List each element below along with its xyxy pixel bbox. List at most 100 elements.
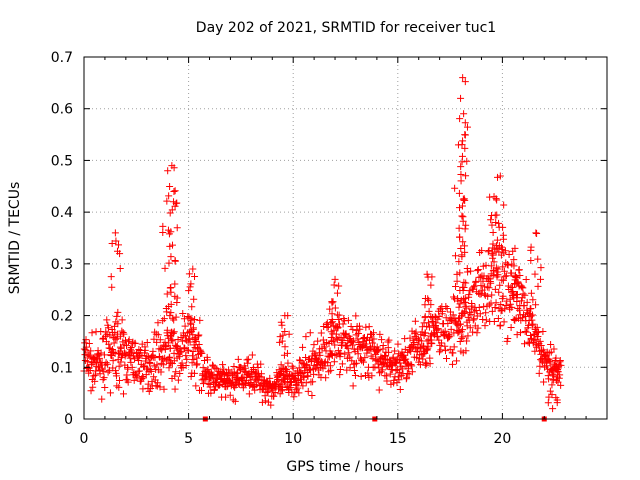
data-point <box>370 335 378 343</box>
data-point <box>488 291 496 299</box>
data-point <box>456 337 464 345</box>
data-point <box>428 340 436 348</box>
data-point <box>317 329 325 337</box>
data-point <box>280 351 288 359</box>
data-point <box>352 359 360 367</box>
data-point <box>171 202 179 210</box>
data-point <box>166 209 174 217</box>
data-point <box>521 291 529 299</box>
data-point <box>502 301 510 309</box>
data-point <box>181 322 189 330</box>
data-point <box>552 394 560 402</box>
data-point <box>492 195 500 203</box>
data-point <box>449 349 457 357</box>
data-point <box>546 359 554 367</box>
data-point <box>173 298 181 306</box>
data-point <box>522 275 530 283</box>
data-point <box>489 254 497 262</box>
data-point <box>131 339 139 347</box>
data-point <box>329 318 337 326</box>
data-point <box>192 382 200 390</box>
data-point <box>271 388 279 396</box>
data-point <box>196 316 204 324</box>
data-point <box>124 378 132 386</box>
data-point <box>290 393 298 401</box>
data-point <box>359 335 367 343</box>
data-point <box>372 356 380 364</box>
data-point <box>457 244 465 252</box>
data-point <box>461 248 469 256</box>
data-point <box>97 328 105 336</box>
data-point <box>529 296 537 304</box>
data-point <box>154 319 162 327</box>
data-point <box>362 323 370 331</box>
data-point <box>457 163 465 171</box>
data-point <box>351 360 359 368</box>
data-point <box>527 305 535 313</box>
data-point <box>197 386 205 394</box>
data-point <box>441 327 449 335</box>
data-point <box>502 272 510 280</box>
data-point <box>457 177 465 185</box>
data-point <box>386 370 394 378</box>
data-point <box>98 395 106 403</box>
data-point <box>336 353 344 361</box>
data-point <box>458 334 466 342</box>
y-axis-ticks: 0 0.1 0.2 0.3 0.4 0.5 0.6 0.7 <box>51 50 607 428</box>
data-point <box>278 321 286 329</box>
data-point <box>374 347 382 355</box>
data-point <box>246 382 254 390</box>
data-point <box>159 361 167 369</box>
data-point <box>451 252 459 260</box>
data-point <box>462 221 470 229</box>
data-point <box>114 320 122 328</box>
data-point <box>170 328 178 336</box>
data-point <box>87 347 95 355</box>
data-point <box>461 242 469 250</box>
data-point <box>127 345 135 353</box>
x-axis-ticks: 0 5 10 15 20 <box>80 57 587 447</box>
data-point <box>188 303 196 311</box>
data-point <box>458 212 466 220</box>
x-tick-label: 5 <box>184 431 193 447</box>
data-point <box>490 258 498 266</box>
data-point <box>117 358 125 366</box>
data-point <box>477 273 485 281</box>
data-point <box>117 332 125 340</box>
data-point <box>461 131 469 139</box>
data-point <box>171 187 179 195</box>
data-point <box>88 329 96 337</box>
data-point <box>535 369 543 377</box>
data-point <box>463 264 471 272</box>
data-point <box>219 361 227 369</box>
data-point <box>369 339 377 347</box>
data-point <box>471 282 479 290</box>
data-point <box>192 336 200 344</box>
data-point <box>494 271 502 279</box>
data-point <box>519 284 527 292</box>
data-point <box>496 281 504 289</box>
data-point <box>89 355 97 363</box>
data-point <box>306 329 314 337</box>
data-point <box>108 240 116 248</box>
data-point <box>463 157 471 165</box>
data-point <box>552 354 560 362</box>
data-point <box>121 349 129 357</box>
data-point <box>309 378 317 386</box>
data-point <box>276 338 284 346</box>
data-point <box>159 222 167 230</box>
data-point <box>115 377 123 385</box>
data-point <box>173 224 181 232</box>
data-point <box>100 367 108 375</box>
data-point <box>458 312 466 320</box>
data-point <box>428 330 436 338</box>
data-point <box>513 291 521 299</box>
data-point <box>276 333 284 341</box>
data-point <box>185 287 193 295</box>
data-point <box>380 359 388 367</box>
data-point <box>394 373 402 381</box>
data-point <box>428 273 436 281</box>
data-point <box>452 283 460 291</box>
data-point <box>427 281 435 289</box>
